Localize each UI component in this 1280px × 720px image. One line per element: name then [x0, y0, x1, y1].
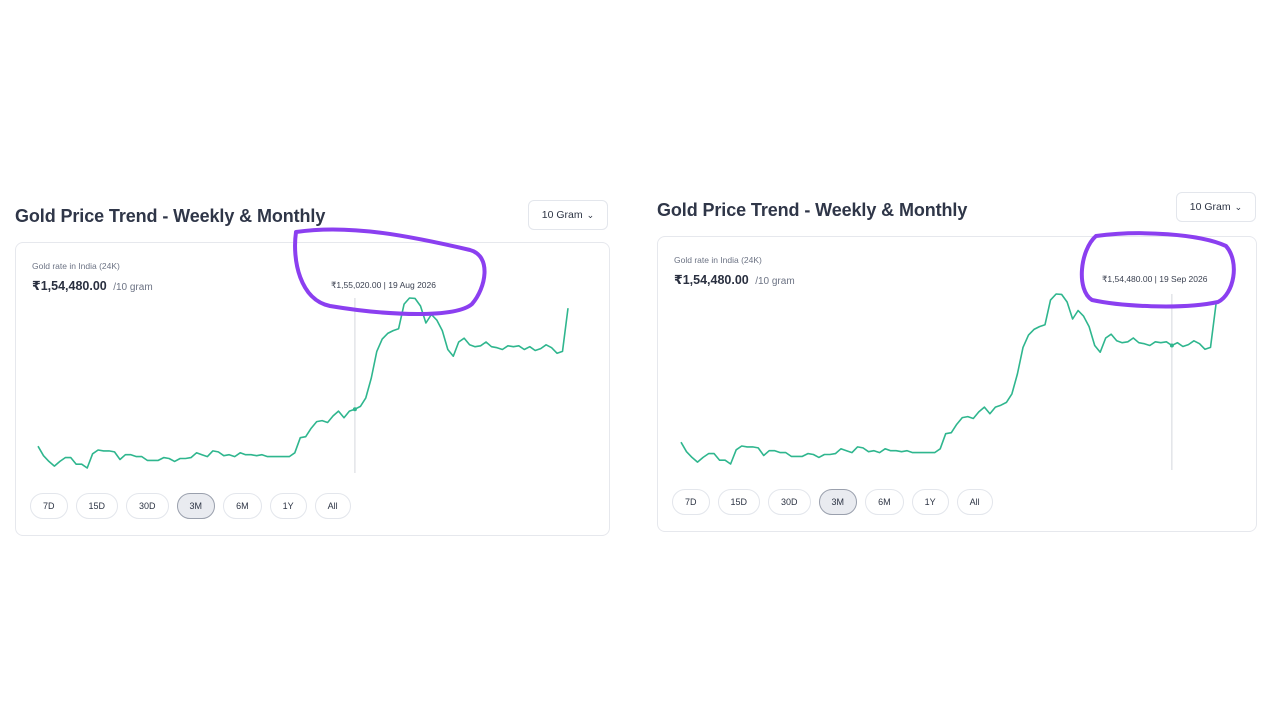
price-line-chart[interactable]	[16, 243, 611, 537]
range-button-7d[interactable]: 7D	[30, 493, 68, 519]
range-button-15d[interactable]: 15D	[75, 493, 119, 519]
panel-title: Gold Price Trend - Weekly & Monthly	[657, 200, 968, 220]
rate-unit: /10 gram	[755, 276, 795, 287]
range-button-all[interactable]: All	[314, 493, 351, 519]
range-button-7d[interactable]: 7D	[672, 489, 710, 515]
hover-point	[1169, 343, 1174, 348]
price-series-line	[680, 293, 1217, 465]
rate-unit: /10 gram	[113, 282, 153, 293]
price-series-line	[37, 297, 569, 469]
range-button-15d[interactable]: 15D	[717, 489, 761, 515]
unit-select-value: 10 Gram	[1189, 201, 1231, 213]
rate-row: ₹1,54,480.00 /10 gram	[32, 277, 153, 295]
unit-select-value: 10 Gram	[541, 209, 583, 221]
chart-card: Gold rate in India (24K) ₹1,54,480.00 /1…	[15, 242, 610, 536]
unit-select[interactable]: 10 Gram ⌄	[1176, 192, 1256, 222]
range-button-1y[interactable]: 1Y	[911, 489, 949, 515]
gold-trend-panel-1: Gold Price Trend - Weekly & Monthly 10 G…	[15, 200, 610, 540]
chart-card: Gold rate in India (24K) ₹1,54,480.00 /1…	[657, 236, 1257, 532]
chevron-down-icon: ⌄	[1234, 201, 1243, 212]
price-line-chart[interactable]	[658, 237, 1258, 533]
gold-trend-panel-2: Gold Price Trend - Weekly & Monthly 10 G…	[657, 192, 1257, 537]
range-button-6m[interactable]: 6M	[865, 489, 904, 515]
range-button-all[interactable]: All	[956, 489, 993, 515]
range-button-3m[interactable]: 3M	[818, 489, 858, 515]
rate-value: ₹1,54,480.00	[32, 279, 107, 293]
range-button-30d[interactable]: 30D	[126, 493, 169, 519]
range-button-3m[interactable]: 3M	[176, 493, 216, 519]
rate-value: ₹1,54,480.00	[674, 273, 749, 287]
panel-title: Gold Price Trend - Weekly & Monthly	[15, 206, 326, 226]
rate-row: ₹1,54,480.00 /10 gram	[674, 271, 795, 289]
range-button-1y[interactable]: 1Y	[269, 493, 307, 519]
rate-label: Gold rate in India (24K)	[32, 261, 120, 271]
range-button-30d[interactable]: 30D	[768, 489, 811, 515]
range-selector: 7D 15D 30D 3M 6M 1Y All	[672, 489, 993, 515]
range-button-6m[interactable]: 6M	[223, 493, 262, 519]
chevron-down-icon: ⌄	[586, 209, 595, 220]
unit-select[interactable]: 10 Gram ⌄	[528, 200, 608, 230]
hover-point	[352, 407, 357, 412]
rate-label: Gold rate in India (24K)	[674, 255, 762, 265]
range-selector: 7D 15D 30D 3M 6M 1Y All	[30, 493, 351, 519]
